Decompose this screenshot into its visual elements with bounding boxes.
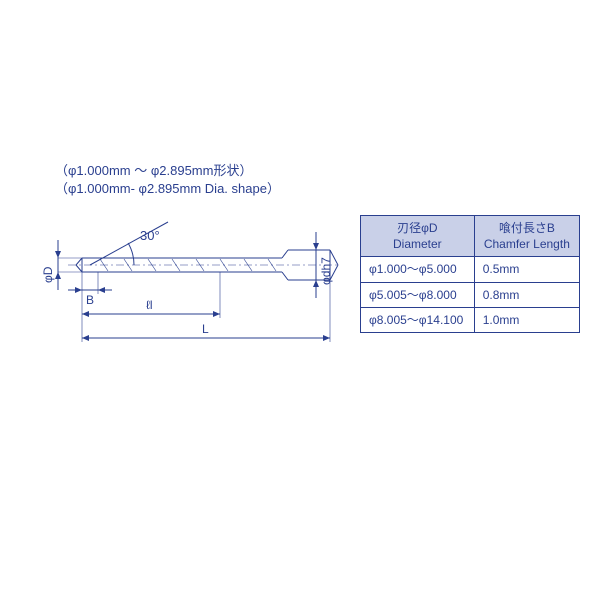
table-row: φ8.005～φ14.1001.0mm bbox=[361, 307, 580, 332]
svg-text:φD: φD bbox=[41, 266, 55, 283]
table-header-diameter-jp: 刃径φD bbox=[397, 221, 437, 235]
tool-diagram: 30° φD φdh7 Bℓl L bbox=[40, 210, 340, 370]
table-header-chamfer: 喰付長さB Chamfer Length bbox=[474, 216, 579, 257]
chamfer-table: 刃径φD Diameter 喰付長さB Chamfer Length φ1.00… bbox=[360, 215, 580, 333]
table-row: φ1.000～φ5.0000.5mm bbox=[361, 257, 580, 282]
table-cell-chamfer: 1.0mm bbox=[474, 307, 579, 332]
caption-line-1: （φ1.000mm ～ φ2.895mm形状） bbox=[55, 160, 252, 179]
table-header-chamfer-en: Chamfer Length bbox=[484, 237, 570, 251]
svg-text:B: B bbox=[86, 293, 94, 307]
svg-text:φdh7: φdh7 bbox=[319, 257, 333, 285]
svg-text:ℓl: ℓl bbox=[146, 298, 153, 312]
svg-text:30°: 30° bbox=[140, 228, 160, 243]
table-header-diameter: 刃径φD Diameter bbox=[361, 216, 475, 257]
caption-line-2: （φ1.000mm- φ2.895mm Dia. shape） bbox=[55, 178, 280, 197]
table-cell-chamfer: 0.5mm bbox=[474, 257, 579, 282]
table-header-chamfer-jp: 喰付長さB bbox=[499, 221, 555, 235]
svg-text:L: L bbox=[202, 322, 209, 336]
table-header-diameter-en: Diameter bbox=[393, 237, 442, 251]
table-cell-chamfer: 0.8mm bbox=[474, 282, 579, 307]
table-cell-range: φ8.005～φ14.100 bbox=[361, 307, 475, 332]
table-cell-range: φ1.000～φ5.000 bbox=[361, 257, 475, 282]
table-row: φ5.005～φ8.0000.8mm bbox=[361, 282, 580, 307]
table-cell-range: φ5.005～φ8.000 bbox=[361, 282, 475, 307]
